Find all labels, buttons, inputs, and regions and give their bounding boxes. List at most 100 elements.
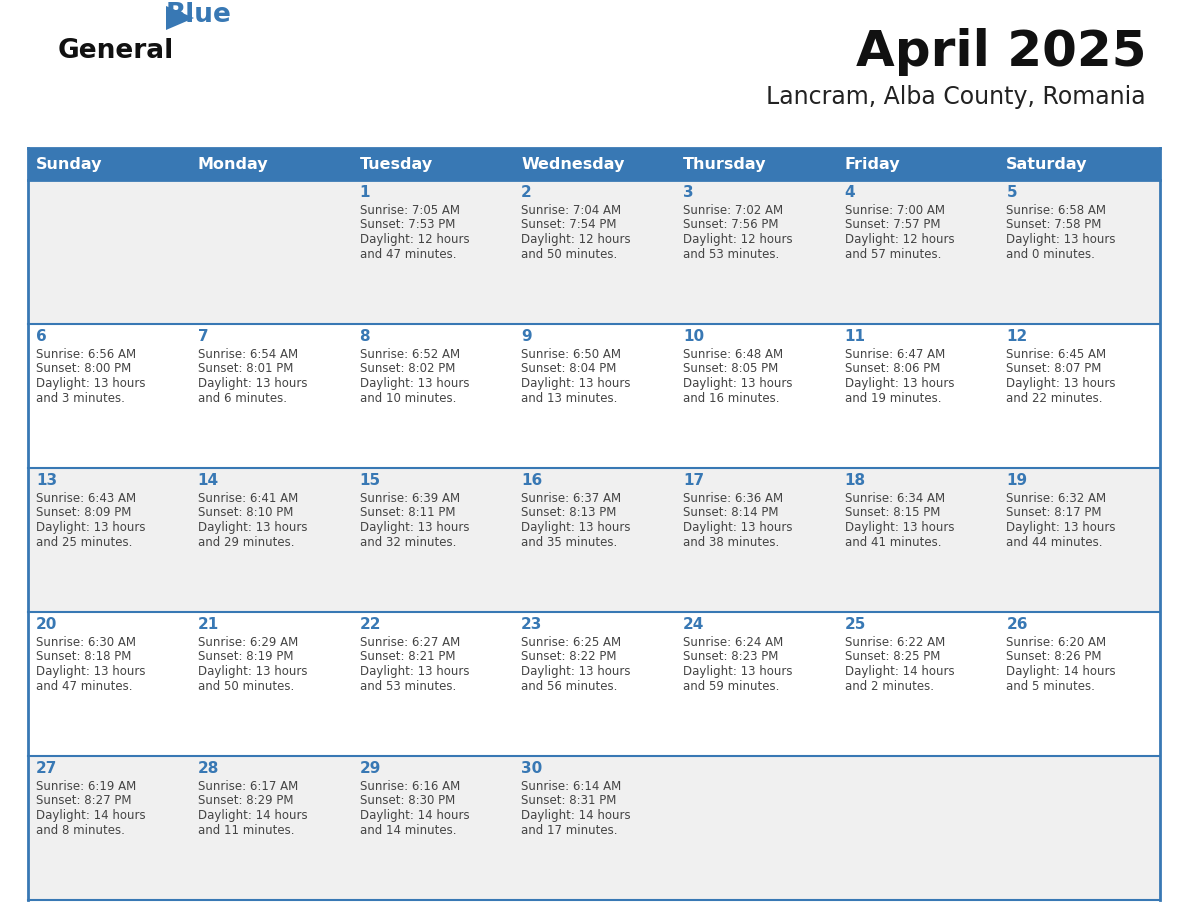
Text: 6: 6 — [36, 329, 46, 344]
Text: Sunset: 8:01 PM: Sunset: 8:01 PM — [197, 363, 293, 375]
Text: Sunset: 7:58 PM: Sunset: 7:58 PM — [1006, 218, 1101, 231]
Text: 16: 16 — [522, 473, 543, 488]
Text: Daylight: 14 hours: Daylight: 14 hours — [36, 809, 146, 822]
Text: Sunrise: 6:56 AM: Sunrise: 6:56 AM — [36, 348, 137, 361]
Text: 8: 8 — [360, 329, 371, 344]
Text: and 32 minutes.: and 32 minutes. — [360, 535, 456, 548]
Text: Sunset: 8:02 PM: Sunset: 8:02 PM — [360, 363, 455, 375]
Text: Sunrise: 6:58 AM: Sunrise: 6:58 AM — [1006, 204, 1106, 217]
Text: Sunrise: 6:54 AM: Sunrise: 6:54 AM — [197, 348, 298, 361]
Text: Sunrise: 6:48 AM: Sunrise: 6:48 AM — [683, 348, 783, 361]
Text: Sunrise: 7:02 AM: Sunrise: 7:02 AM — [683, 204, 783, 217]
Text: and 35 minutes.: and 35 minutes. — [522, 535, 618, 548]
Text: and 5 minutes.: and 5 minutes. — [1006, 679, 1095, 692]
Text: Daylight: 13 hours: Daylight: 13 hours — [360, 521, 469, 534]
Text: 27: 27 — [36, 761, 57, 776]
Text: Daylight: 13 hours: Daylight: 13 hours — [36, 521, 146, 534]
Text: and 0 minutes.: and 0 minutes. — [1006, 248, 1095, 261]
Text: and 47 minutes.: and 47 minutes. — [36, 679, 133, 692]
Text: Daylight: 13 hours: Daylight: 13 hours — [683, 377, 792, 390]
Text: and 47 minutes.: and 47 minutes. — [360, 248, 456, 261]
Text: and 50 minutes.: and 50 minutes. — [522, 248, 618, 261]
Text: Sunset: 8:30 PM: Sunset: 8:30 PM — [360, 794, 455, 808]
Polygon shape — [166, 6, 194, 30]
Text: Sunrise: 6:14 AM: Sunrise: 6:14 AM — [522, 780, 621, 793]
Text: 30: 30 — [522, 761, 543, 776]
Text: Sunset: 7:54 PM: Sunset: 7:54 PM — [522, 218, 617, 231]
Text: Sunset: 7:56 PM: Sunset: 7:56 PM — [683, 218, 778, 231]
Text: Sunrise: 6:34 AM: Sunrise: 6:34 AM — [845, 492, 944, 505]
Text: Sunday: Sunday — [36, 156, 102, 172]
Text: Daylight: 13 hours: Daylight: 13 hours — [197, 665, 308, 678]
Bar — [836, 148, 998, 180]
Bar — [29, 612, 1159, 756]
Text: Sunset: 8:07 PM: Sunset: 8:07 PM — [1006, 363, 1101, 375]
Text: Sunrise: 6:37 AM: Sunrise: 6:37 AM — [522, 492, 621, 505]
Bar — [352, 148, 513, 180]
Text: Daylight: 13 hours: Daylight: 13 hours — [197, 377, 308, 390]
Text: Daylight: 14 hours: Daylight: 14 hours — [1006, 665, 1116, 678]
Bar — [29, 468, 1159, 612]
Text: and 22 minutes.: and 22 minutes. — [1006, 391, 1102, 405]
Text: 13: 13 — [36, 473, 57, 488]
Text: Sunset: 8:05 PM: Sunset: 8:05 PM — [683, 363, 778, 375]
Text: Sunset: 7:53 PM: Sunset: 7:53 PM — [360, 218, 455, 231]
Text: and 50 minutes.: and 50 minutes. — [197, 679, 295, 692]
Text: 15: 15 — [360, 473, 380, 488]
Text: Daylight: 13 hours: Daylight: 13 hours — [197, 521, 308, 534]
Text: Sunrise: 6:32 AM: Sunrise: 6:32 AM — [1006, 492, 1106, 505]
Text: Monday: Monday — [197, 156, 268, 172]
Text: Daylight: 14 hours: Daylight: 14 hours — [845, 665, 954, 678]
Text: Sunrise: 6:27 AM: Sunrise: 6:27 AM — [360, 636, 460, 649]
Text: Tuesday: Tuesday — [360, 156, 432, 172]
Text: 7: 7 — [197, 329, 208, 344]
Text: Sunrise: 6:47 AM: Sunrise: 6:47 AM — [845, 348, 944, 361]
Text: Sunset: 8:11 PM: Sunset: 8:11 PM — [360, 507, 455, 520]
Text: Sunset: 8:21 PM: Sunset: 8:21 PM — [360, 651, 455, 664]
Text: and 13 minutes.: and 13 minutes. — [522, 391, 618, 405]
Text: 18: 18 — [845, 473, 866, 488]
Text: Daylight: 13 hours: Daylight: 13 hours — [360, 377, 469, 390]
Text: 23: 23 — [522, 617, 543, 632]
Text: Sunrise: 6:29 AM: Sunrise: 6:29 AM — [197, 636, 298, 649]
Text: Sunset: 8:25 PM: Sunset: 8:25 PM — [845, 651, 940, 664]
Text: Daylight: 14 hours: Daylight: 14 hours — [522, 809, 631, 822]
Text: Sunset: 8:00 PM: Sunset: 8:00 PM — [36, 363, 132, 375]
Text: Daylight: 13 hours: Daylight: 13 hours — [845, 521, 954, 534]
Text: and 56 minutes.: and 56 minutes. — [522, 679, 618, 692]
Text: and 53 minutes.: and 53 minutes. — [683, 248, 779, 261]
Text: Sunset: 8:19 PM: Sunset: 8:19 PM — [197, 651, 293, 664]
Bar — [29, 180, 1159, 324]
Text: Daylight: 13 hours: Daylight: 13 hours — [1006, 233, 1116, 246]
Text: Sunrise: 6:43 AM: Sunrise: 6:43 AM — [36, 492, 137, 505]
Text: and 29 minutes.: and 29 minutes. — [197, 535, 295, 548]
Text: Sunrise: 6:24 AM: Sunrise: 6:24 AM — [683, 636, 783, 649]
Text: and 19 minutes.: and 19 minutes. — [845, 391, 941, 405]
Text: Sunset: 8:15 PM: Sunset: 8:15 PM — [845, 507, 940, 520]
Text: Daylight: 13 hours: Daylight: 13 hours — [522, 521, 631, 534]
Bar — [513, 148, 675, 180]
Text: 10: 10 — [683, 329, 704, 344]
Text: 22: 22 — [360, 617, 381, 632]
Text: Daylight: 14 hours: Daylight: 14 hours — [360, 809, 469, 822]
Text: Sunset: 7:57 PM: Sunset: 7:57 PM — [845, 218, 940, 231]
Text: Sunrise: 6:50 AM: Sunrise: 6:50 AM — [522, 348, 621, 361]
Text: and 59 minutes.: and 59 minutes. — [683, 679, 779, 692]
Text: Sunrise: 6:25 AM: Sunrise: 6:25 AM — [522, 636, 621, 649]
Text: Sunset: 8:17 PM: Sunset: 8:17 PM — [1006, 507, 1102, 520]
Text: Daylight: 13 hours: Daylight: 13 hours — [522, 665, 631, 678]
Text: Friday: Friday — [845, 156, 901, 172]
Text: 28: 28 — [197, 761, 219, 776]
Text: Thursday: Thursday — [683, 156, 766, 172]
Text: Sunrise: 7:05 AM: Sunrise: 7:05 AM — [360, 204, 460, 217]
Bar — [29, 148, 190, 180]
Text: Sunrise: 6:16 AM: Sunrise: 6:16 AM — [360, 780, 460, 793]
Text: Sunrise: 6:20 AM: Sunrise: 6:20 AM — [1006, 636, 1106, 649]
Text: and 11 minutes.: and 11 minutes. — [197, 823, 295, 836]
Text: and 17 minutes.: and 17 minutes. — [522, 823, 618, 836]
Text: Daylight: 13 hours: Daylight: 13 hours — [845, 377, 954, 390]
Text: and 41 minutes.: and 41 minutes. — [845, 535, 941, 548]
Text: Daylight: 12 hours: Daylight: 12 hours — [360, 233, 469, 246]
Text: Sunset: 8:04 PM: Sunset: 8:04 PM — [522, 363, 617, 375]
Text: and 44 minutes.: and 44 minutes. — [1006, 535, 1102, 548]
